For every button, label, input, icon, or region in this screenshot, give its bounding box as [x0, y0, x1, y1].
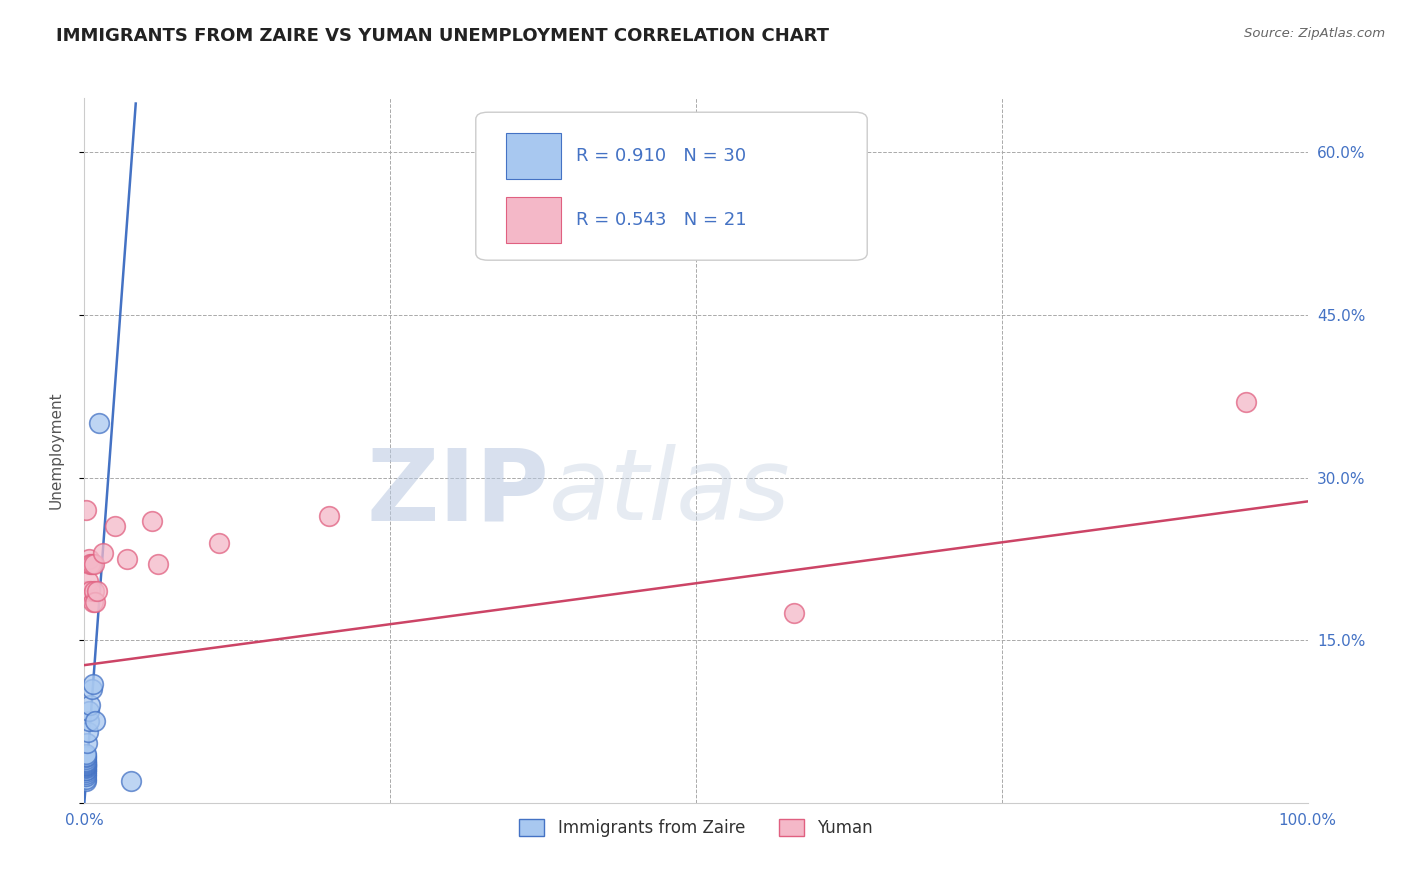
Point: [82, 595, 104, 609]
FancyBboxPatch shape: [475, 112, 868, 260]
Point: [75, 503, 97, 517]
Point: [79, 584, 101, 599]
Point: [75, 760, 97, 774]
Point: [318, 508, 340, 523]
Point: [75, 750, 97, 764]
Point: [75, 765, 97, 780]
Point: [75, 769, 97, 783]
Point: [77, 574, 100, 588]
Point: [75, 755, 97, 769]
Point: [77, 725, 100, 739]
Point: [77, 704, 100, 718]
Text: ZIP: ZIP: [367, 444, 550, 541]
Point: [75, 766, 97, 780]
Point: [80, 681, 103, 696]
Point: [84, 714, 107, 729]
Point: [75, 761, 97, 775]
Point: [146, 558, 169, 572]
Point: [91, 546, 114, 560]
Point: [75, 756, 97, 771]
Point: [77, 552, 100, 566]
Point: [75, 749, 97, 764]
Point: [208, 535, 231, 549]
Point: [75, 764, 97, 778]
Point: [75, 757, 97, 772]
Point: [80, 558, 103, 572]
Point: [1236, 394, 1258, 409]
Point: [76, 736, 98, 750]
Point: [83, 584, 105, 599]
Point: [79, 558, 101, 572]
Point: [120, 774, 142, 789]
Point: [75, 757, 97, 772]
Point: [75, 774, 97, 789]
Point: [75, 756, 97, 770]
Point: [115, 552, 138, 566]
Text: atlas: atlas: [550, 444, 790, 541]
Text: R = 0.910   N = 30: R = 0.910 N = 30: [576, 147, 747, 165]
Point: [75, 764, 97, 778]
Text: Source: ZipAtlas.com: Source: ZipAtlas.com: [1244, 27, 1385, 40]
Point: [82, 676, 104, 690]
Point: [79, 698, 101, 713]
Point: [84, 595, 107, 609]
Point: [75, 752, 97, 766]
Y-axis label: Unemployment: Unemployment: [49, 392, 63, 509]
Point: [783, 606, 806, 620]
FancyBboxPatch shape: [506, 134, 561, 179]
Point: [86, 584, 108, 599]
Text: R = 0.543   N = 21: R = 0.543 N = 21: [576, 211, 747, 229]
Point: [75, 747, 97, 761]
Point: [104, 519, 127, 533]
Point: [75, 772, 97, 786]
Legend: Immigrants from Zaire, Yuman: Immigrants from Zaire, Yuman: [513, 813, 879, 844]
Point: [75, 759, 97, 773]
Point: [77, 714, 100, 729]
FancyBboxPatch shape: [506, 197, 561, 243]
Point: [76, 584, 98, 599]
Point: [141, 514, 163, 528]
Point: [87, 417, 110, 431]
Text: IMMIGRANTS FROM ZAIRE VS YUMAN UNEMPLOYMENT CORRELATION CHART: IMMIGRANTS FROM ZAIRE VS YUMAN UNEMPLOYM…: [56, 27, 830, 45]
Point: [83, 558, 105, 572]
Point: [75, 754, 97, 768]
